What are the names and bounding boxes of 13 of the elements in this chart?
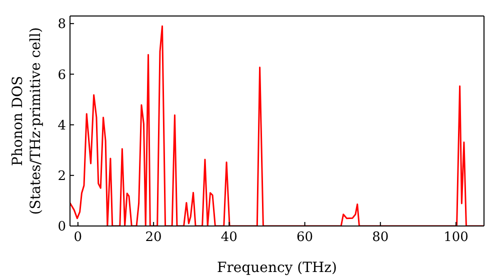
- x-axis-title: Frequency (THz): [216, 260, 338, 276]
- y-axis-title: Phonon DOS (States/THz·primitive cell): [10, 27, 44, 215]
- x-tick-label: 100: [444, 230, 468, 246]
- y-tick-label: 2: [58, 169, 66, 184]
- x-tick-label: 0: [74, 230, 82, 246]
- x-tick-label: 20: [145, 230, 162, 246]
- x-tick-label: 80: [372, 230, 389, 246]
- y-tick-label: 0: [58, 220, 66, 235]
- x-tick-label: 60: [296, 230, 314, 246]
- x-tick-label: 40: [220, 230, 238, 246]
- y-tick-label: 8: [58, 17, 66, 32]
- y-tick-label: 6: [58, 68, 66, 83]
- y-tick-label: 4: [58, 118, 66, 134]
